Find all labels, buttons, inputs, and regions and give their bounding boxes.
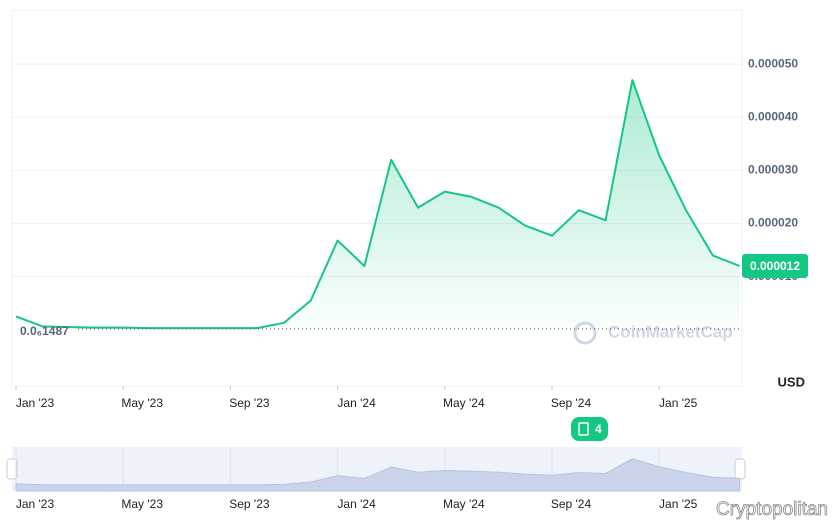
- news-count: 4: [595, 422, 602, 436]
- source-watermark: Cryptopolitan: [716, 499, 828, 520]
- navigator-tick-label: Sep '24: [551, 497, 592, 511]
- navigator-tick-label: Jan '23: [16, 497, 55, 511]
- news-badge[interactable]: [571, 417, 608, 441]
- currency-label: USD: [778, 374, 805, 389]
- y-tick-label: 0.000050: [748, 56, 798, 70]
- x-tick-label: Sep '24: [551, 396, 592, 410]
- y-tick-label: 0.000030: [748, 163, 798, 177]
- navigator-tick-label: Sep '23: [229, 497, 270, 511]
- navigator-tick-label: Jan '25: [659, 497, 698, 511]
- navigator-tick-label: May '24: [443, 497, 485, 511]
- navigator-tick-label: Jan '24: [337, 497, 376, 511]
- plot-frame: [11, 9, 743, 387]
- price-area: [16, 80, 740, 330]
- navigator-line: [15, 458, 741, 492]
- navigator-handle[interactable]: [734, 458, 746, 480]
- navigator-tick-label: May '23: [121, 497, 163, 511]
- x-tick-label: May '24: [443, 396, 485, 410]
- x-tick-label: Jan '25: [659, 396, 698, 410]
- x-tick-label: Jan '24: [337, 396, 376, 410]
- news-icon: [578, 422, 589, 436]
- navigator-handle[interactable]: [6, 458, 18, 480]
- x-tick-label: Sep '23: [229, 396, 270, 410]
- current-price-label: 0.000012: [750, 259, 800, 273]
- y-tick-label: 0.000040: [748, 109, 798, 123]
- price-line: [15, 79, 740, 330]
- x-tick-label: May '23: [121, 396, 163, 410]
- x-tick-label: Jan '23: [16, 396, 55, 410]
- current-price-box: [742, 253, 808, 278]
- y-tick-label: 0.000020: [748, 216, 798, 230]
- start-price-label: 0.0₆1487: [20, 324, 69, 338]
